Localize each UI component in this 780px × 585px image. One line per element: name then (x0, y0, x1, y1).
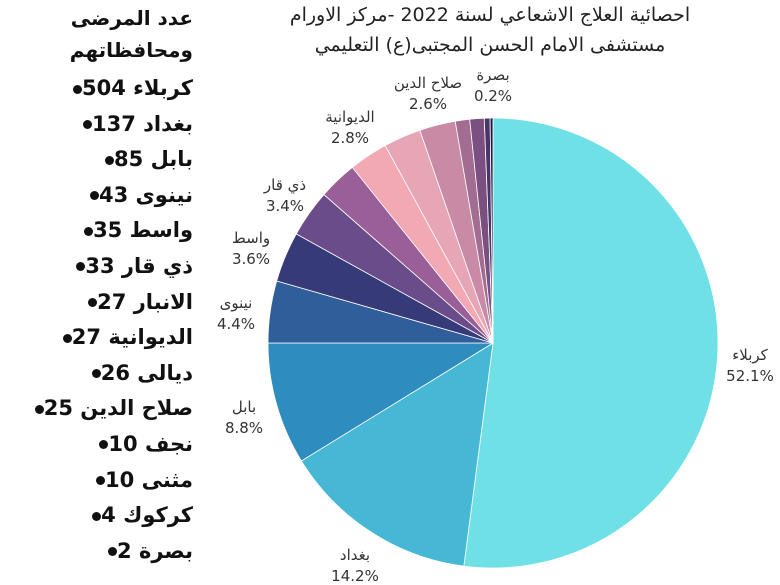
bullet-icon (76, 262, 86, 272)
patients-list-item: صلاح الدين 25 (0, 391, 193, 427)
patients-list-item: بغداد 137 (0, 107, 193, 143)
slice-label: واسط (232, 229, 270, 247)
bullet-icon (105, 155, 115, 165)
slice-label: ذي قار (263, 176, 306, 195)
slice-percent-label: 2.6% (409, 95, 447, 113)
patients-list-item: بصرة 2 (0, 534, 193, 570)
slice-label: بغداد (340, 546, 370, 564)
patients-list-item: كربلاء 504 (0, 71, 193, 107)
slice-percent-label: 14.2% (331, 567, 379, 585)
chart-title: احصائية العلاج الاشعاعي لسنة 2022 -مركز … (240, 0, 740, 60)
patients-list-item-text: ديالى 26 (100, 360, 193, 385)
patients-list-item-text: نجف 10 (108, 431, 193, 456)
chart-title-line1: احصائية العلاج الاشعاعي لسنة 2022 -مركز … (289, 4, 691, 26)
pie-slice (300, 342, 494, 567)
patients-list-title-line1: عدد المرضى (70, 6, 193, 30)
patients-list-item: الانبار 27 (0, 285, 193, 321)
bullet-icon (91, 369, 101, 379)
patients-list-item-text: الانبار 27 (97, 289, 193, 314)
patients-list-item: ديالى 26 (0, 356, 193, 392)
bullet-icon (34, 404, 44, 414)
patients-list-item: كركوك 4 (0, 498, 193, 534)
bullet-icon (83, 120, 92, 130)
patients-list-item-text: بغداد 137 (92, 111, 193, 136)
patients-list-item-text: صلاح الدين 25 (43, 396, 193, 421)
chart-title-line2: مستشفى الامام الحسن المجتبى(ع) التعليمي (314, 34, 666, 56)
patients-list-item: بابل 85 (0, 142, 193, 178)
bullet-icon (84, 226, 94, 236)
patients-list-item: نينوى 43 (0, 178, 193, 214)
patients-list-item-text: مثنى 10 (105, 467, 193, 492)
patients-list-title-line2: ومحافظاتهم (69, 38, 193, 62)
bullet-icon (90, 191, 99, 201)
patients-list-item-text: الديوانية 27 (71, 325, 193, 350)
patients-list-item: نجف 10 (0, 427, 193, 463)
slice-percent-label: 52.1% (726, 367, 774, 385)
patients-list-item-text: كركوك 4 (101, 503, 193, 528)
slice-label: بابل (232, 398, 256, 416)
slice-label: كربلاء (732, 346, 768, 364)
patients-list-item-text: بابل 85 (114, 147, 193, 172)
pie-slice (463, 117, 719, 569)
patients-list-item-text: ذي قار 33 (85, 253, 193, 278)
slice-percent-label: 8.8% (225, 419, 263, 437)
patients-list-item: مثنى 10 (0, 463, 193, 499)
bullet-icon (92, 511, 102, 521)
slice-percent-label: 0.2% (474, 87, 512, 105)
patients-list-title: عدد المرضى ومحافظاتهم (3, 2, 193, 66)
patients-list-item-text: بصرة 2 (117, 538, 193, 563)
bullet-icon (99, 440, 109, 450)
slice-percent-label: 3.4% (266, 197, 304, 215)
patients-list: كربلاء 504 بغداد 137 بابل 85 نينوى 43 واسط 3… (0, 71, 193, 569)
bullet-icon (96, 476, 106, 486)
pie-slice (489, 117, 494, 344)
slice-label: بصرة (476, 66, 509, 84)
slice-percent-label: 3.6% (232, 250, 270, 268)
bullet-icon (88, 298, 98, 308)
patients-list-item-text: كربلاء 504 (82, 76, 193, 100)
slice-label: صلاح الدين (394, 74, 462, 92)
patients-list-item: واسط 35 (0, 213, 193, 249)
slice-percent-label: 2.8% (331, 129, 369, 147)
slice-label: الديوانية (325, 108, 374, 126)
patients-list-item-text: نينوى 43 (99, 182, 193, 207)
patients-list-item-text: واسط 35 (93, 218, 193, 243)
patients-list-panel: عدد المرضى ومحافظاتهم كربلاء 504 بغداد 13… (0, 0, 205, 585)
slice-percent-label: 4.4% (217, 315, 255, 333)
bullet-icon (108, 547, 118, 557)
slice-label: نينوى (220, 294, 253, 312)
patients-list-item: الديوانية 27 (0, 320, 193, 356)
bullet-icon (73, 84, 82, 94)
patients-list-item: ذي قار 33 (0, 249, 193, 285)
bullet-icon (62, 333, 72, 343)
pie-slice (267, 342, 495, 462)
